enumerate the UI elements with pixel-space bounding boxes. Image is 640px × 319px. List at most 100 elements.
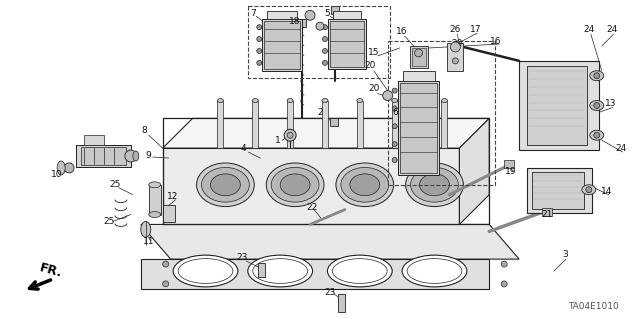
Ellipse shape <box>594 132 600 138</box>
Bar <box>519 61 599 150</box>
Bar <box>447 43 463 71</box>
Bar <box>454 43 462 49</box>
Polygon shape <box>163 148 460 225</box>
Text: 2: 2 <box>317 108 323 117</box>
Ellipse shape <box>196 163 254 207</box>
Bar <box>287 100 293 148</box>
Ellipse shape <box>406 163 463 207</box>
Ellipse shape <box>202 167 250 202</box>
Bar <box>76 145 131 167</box>
Ellipse shape <box>392 142 397 147</box>
Ellipse shape <box>383 91 393 100</box>
Text: 16: 16 <box>490 37 501 46</box>
Ellipse shape <box>257 25 262 30</box>
Text: 25: 25 <box>103 217 115 226</box>
Text: 5: 5 <box>324 9 330 18</box>
Text: 26: 26 <box>450 25 461 33</box>
Text: 3: 3 <box>562 250 568 259</box>
Ellipse shape <box>148 211 161 218</box>
Ellipse shape <box>501 261 507 267</box>
Ellipse shape <box>590 130 604 140</box>
Bar <box>330 21 364 67</box>
Text: 11: 11 <box>143 237 154 246</box>
Ellipse shape <box>417 99 422 102</box>
Bar <box>392 100 397 148</box>
Ellipse shape <box>173 255 238 287</box>
Bar <box>331 6 339 14</box>
Ellipse shape <box>322 99 328 102</box>
Ellipse shape <box>402 255 467 287</box>
Text: 18: 18 <box>289 17 301 26</box>
Bar <box>218 100 223 148</box>
Bar <box>338 294 345 312</box>
Ellipse shape <box>125 150 137 162</box>
Bar <box>357 100 363 148</box>
Ellipse shape <box>411 167 458 202</box>
Ellipse shape <box>257 48 262 53</box>
Ellipse shape <box>248 255 312 287</box>
Ellipse shape <box>287 132 293 138</box>
Bar <box>84 135 104 145</box>
Ellipse shape <box>357 99 363 102</box>
Ellipse shape <box>341 167 388 202</box>
Polygon shape <box>163 118 489 148</box>
Bar <box>148 185 161 214</box>
Text: 14: 14 <box>601 187 612 196</box>
Text: FR.: FR. <box>38 262 64 280</box>
Bar <box>268 11 297 19</box>
Ellipse shape <box>442 99 447 102</box>
Bar <box>527 168 592 212</box>
Ellipse shape <box>586 187 592 193</box>
Ellipse shape <box>323 48 328 53</box>
Ellipse shape <box>133 151 139 161</box>
Text: 25: 25 <box>109 180 120 189</box>
Ellipse shape <box>392 106 397 111</box>
Ellipse shape <box>287 99 293 102</box>
Ellipse shape <box>257 60 262 65</box>
Ellipse shape <box>163 281 169 287</box>
Bar <box>259 263 265 277</box>
Ellipse shape <box>284 129 296 141</box>
Bar <box>397 81 440 175</box>
Ellipse shape <box>64 163 74 173</box>
Text: 8: 8 <box>141 126 147 135</box>
Text: 23: 23 <box>237 253 248 262</box>
Bar <box>163 204 175 222</box>
Ellipse shape <box>211 174 241 196</box>
Bar <box>333 11 361 19</box>
Text: 7: 7 <box>250 9 256 18</box>
Text: 19: 19 <box>506 167 517 176</box>
Ellipse shape <box>266 163 324 207</box>
Ellipse shape <box>323 37 328 41</box>
Bar <box>442 100 447 148</box>
Ellipse shape <box>252 99 259 102</box>
Ellipse shape <box>501 281 507 287</box>
Polygon shape <box>460 118 489 225</box>
Ellipse shape <box>415 49 422 57</box>
Bar <box>403 71 435 81</box>
Bar <box>399 83 438 173</box>
Bar <box>504 160 514 168</box>
Bar <box>328 19 366 69</box>
Ellipse shape <box>392 124 397 129</box>
Text: 20: 20 <box>368 84 380 93</box>
Text: 16: 16 <box>396 26 408 36</box>
Bar <box>388 41 495 185</box>
Bar <box>298 19 306 27</box>
Ellipse shape <box>148 182 161 188</box>
Text: 24: 24 <box>615 144 627 152</box>
Text: 4: 4 <box>241 144 246 152</box>
Polygon shape <box>141 225 519 259</box>
Text: 17: 17 <box>470 25 481 33</box>
Polygon shape <box>141 259 489 289</box>
Ellipse shape <box>305 10 315 20</box>
Ellipse shape <box>451 42 460 52</box>
Bar <box>412 48 426 66</box>
Ellipse shape <box>323 25 328 30</box>
Ellipse shape <box>392 99 397 102</box>
Bar <box>264 21 300 69</box>
Ellipse shape <box>218 99 223 102</box>
Bar <box>81 147 126 165</box>
Ellipse shape <box>392 158 397 162</box>
Text: 23: 23 <box>324 288 335 297</box>
